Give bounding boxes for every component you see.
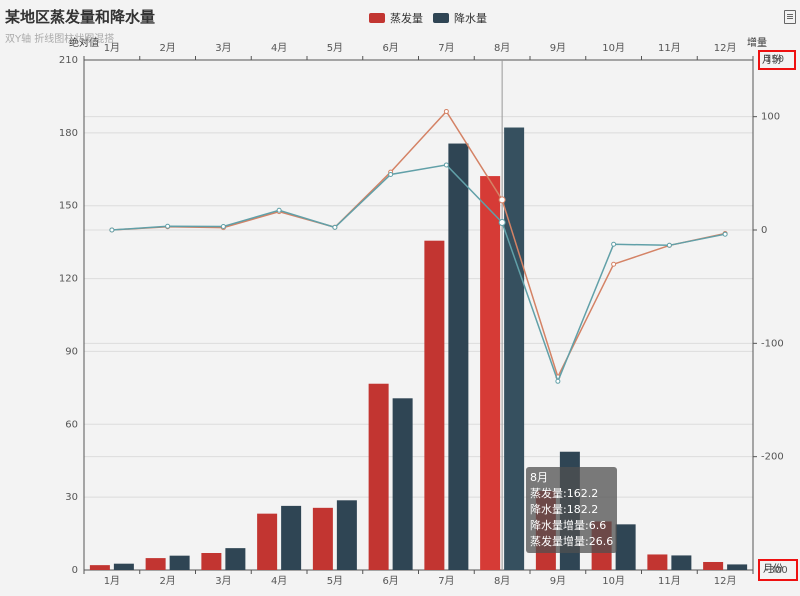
point-precipitation-increase [498,219,506,227]
point-precipitation-increase [443,162,449,168]
bar-precipitation [727,564,748,570]
point-precipitation-increase [109,227,115,233]
bar-evaporation [312,507,333,570]
bar-precipitation [113,563,134,570]
save-image-icon[interactable] [784,10,796,24]
y-left-tick-label: 210 [59,55,78,66]
highlight-box-bottom [758,559,798,581]
y-left-tick-label: 30 [65,492,78,503]
x-top-tick-label: 2月 [159,42,175,54]
x-bottom-tick-label: 10月 [602,575,625,587]
bar-precipitation [169,555,190,570]
x-top-tick-label: 11月 [658,42,681,54]
x-top-tick-label: 1月 [104,42,120,54]
legend-item-precipitation[interactable]: 降水量 [433,10,487,26]
point-precipitation-increase [388,171,394,177]
tooltip-line-evaporation: 蒸发量:162.2 [530,487,599,500]
x-bottom-tick-label: 7月 [438,575,454,587]
point-precipitation-increase [276,207,282,213]
legend-label-evaporation: 蒸发量 [390,12,423,25]
x-bottom-tick-label: 8月 [494,575,510,587]
bar-evaporation [257,513,278,570]
x-bottom-tick-label: 12月 [714,575,737,587]
y-left-tick-label: 120 [59,274,78,285]
x-bottom-tick-label: 3月 [215,575,231,587]
x-bottom-tick-label: 5月 [327,575,343,587]
highlight-box-top [758,50,796,70]
x-top-tick-label: 12月 [714,42,737,54]
y-right-tick-label: 100 [761,112,780,123]
point-precipitation-increase [332,224,338,230]
bar-evaporation [424,240,445,570]
line-precipitation-increase [111,164,726,384]
x-bottom-tick-label: 11月 [658,575,681,587]
tooltip-header: 8月 [530,471,548,484]
bar-evaporation [647,554,668,570]
bar-precipitation [671,555,692,570]
x-bottom-tick-label: 9月 [550,575,566,587]
bar-evaporation [703,561,724,570]
x-top-tick-label: 9月 [550,42,566,54]
legend-swatch-evaporation [369,13,385,23]
bar-precipitation [281,505,302,570]
point-precipitation-increase [555,378,561,384]
top-axis-name-top: 月份 [762,54,782,66]
y-right-tick-label: -200 [761,452,784,463]
x-bottom-tick-label: 6月 [382,575,398,587]
legend-label-precipitation: 降水量 [454,12,487,25]
point-precipitation-increase [165,223,171,229]
x-bottom-tick-label: 4月 [271,575,287,587]
x-top-tick-label: 4月 [271,42,287,54]
point-evaporation-increase [443,108,449,114]
bar-evaporation [89,565,110,570]
legend-swatch-precipitation [433,13,449,23]
bar-precipitation [615,524,636,570]
bar-precipitation [448,143,469,571]
legend: 蒸发量 降水量 [369,10,487,26]
y-right-tick-label: 0 [761,225,767,236]
bar-precipitation [504,127,525,570]
x-top-tick-label: 3月 [215,42,231,54]
bar-precipitation [336,500,357,570]
x-bottom-tick-label: 2月 [159,575,175,587]
tooltip-line-evaporation-increase: 蒸发量增量:26.6 [530,535,614,548]
point-evaporation-increase [611,261,617,267]
bar-evaporation [201,553,222,570]
bar-evaporation [368,383,389,570]
y-right-axis-title: 增量 [747,36,767,49]
top-axis-name-bottom: 月份 [763,563,783,575]
x-top-tick-label: 10月 [602,42,625,54]
bar-precipitation [392,398,413,570]
x-top-tick-label: 8月 [494,42,510,54]
bar-evaporation [480,176,501,571]
chart-title: 某地区蒸发量和降水量 [5,8,156,26]
point-precipitation-increase [220,223,226,229]
x-top-tick-label: 6月 [382,42,398,54]
point-precipitation-increase [722,231,728,237]
legend-item-evaporation[interactable]: 蒸发量 [369,10,423,26]
y-left-tick-label: 180 [59,128,78,139]
point-evaporation-increase [498,196,506,204]
chart-subtitle: 双Y轴 折线图柱状图混搭 [5,34,115,45]
tooltip: 8月 蒸发量:162.2 降水量:182.2 降水量增量:6.6 蒸发量增量:2… [526,467,618,553]
y-right-tick-label: -100 [761,338,784,349]
y-right-tick-label-bottom: -300 [765,565,788,576]
y-left-tick-label: 0 [72,565,78,576]
bar-precipitation [225,548,246,570]
tooltip-line-precipitation-increase: 降水量增量:6.6 [530,519,607,532]
y-left-tick-label: 60 [65,419,78,430]
line-evaporation-increase [111,110,726,379]
y-left-tick-label: 90 [65,346,78,357]
point-precipitation-increase [666,242,672,248]
x-top-tick-label: 5月 [327,42,343,54]
y-left-axis-title: 绝对值 [69,36,99,49]
x-top-tick-label: 7月 [438,42,454,54]
y-left-tick-label: 150 [59,201,78,212]
y-right-tick-label-top: 150 [765,54,784,65]
x-bottom-tick-label: 1月 [104,575,120,587]
bar-evaporation [145,558,166,570]
tooltip-line-precipitation: 降水量:182.2 [530,503,599,516]
point-precipitation-increase [611,241,617,247]
